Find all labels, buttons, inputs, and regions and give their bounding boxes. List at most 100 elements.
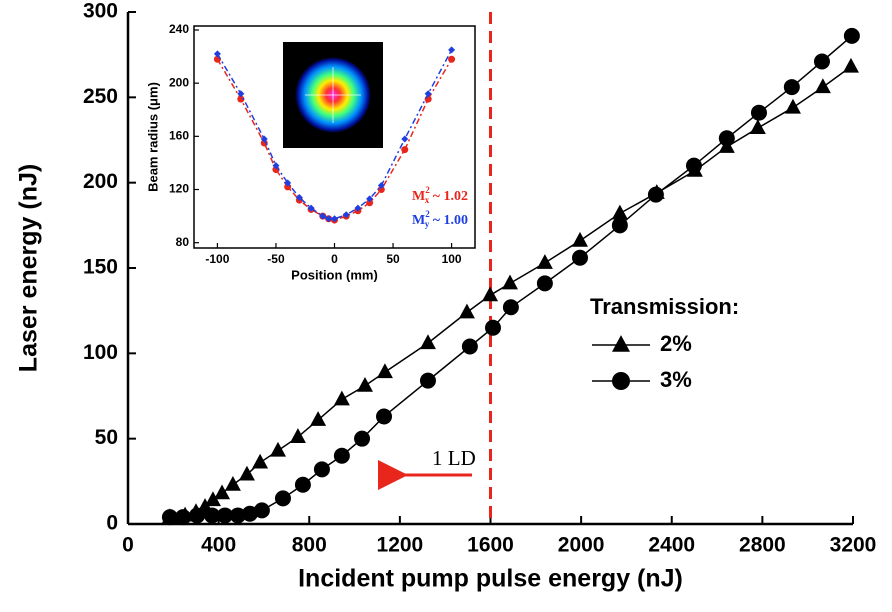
marker: [814, 78, 831, 94]
marker: [289, 428, 306, 443]
marker: [536, 254, 553, 269]
marker: [366, 199, 374, 207]
x-tick-label: 2400: [648, 534, 695, 557]
marker: [571, 231, 588, 247]
marker: [216, 507, 233, 524]
x-tick-label: 3200: [830, 534, 877, 557]
marker: [354, 204, 362, 212]
y-axis-title: Laser energy (nJ): [15, 164, 43, 372]
marker: [611, 217, 628, 234]
y-tick-label: 100: [83, 341, 118, 364]
marker: [295, 193, 303, 201]
marker: [461, 338, 478, 355]
x-tick-label: -50: [267, 252, 285, 266]
x-tick-label: 0: [122, 534, 134, 557]
x-tick-label: 800: [292, 534, 327, 557]
marker: [224, 475, 241, 491]
marker: [294, 476, 311, 493]
marker: [229, 507, 246, 524]
marker: [419, 334, 436, 350]
x-tick-label: 50: [386, 252, 400, 266]
x-tick-label: 100: [442, 252, 462, 266]
fit-label-part: ~ 1.02: [429, 189, 468, 204]
y-tick-label: 150: [83, 256, 118, 279]
y-tick-label: 0: [106, 512, 118, 535]
marker: [813, 53, 830, 70]
y-tick-label: 80: [176, 235, 190, 249]
main-plot: 0 400 800 1200 1600 2000 2400 2800 3200050100150…: [15, 0, 877, 593]
fit-label-part: ~ 1.00: [429, 213, 468, 228]
marker: [685, 157, 702, 174]
marker: [189, 507, 206, 524]
marker: [252, 453, 269, 469]
y-tick-label: 240: [169, 22, 189, 36]
marker: [750, 104, 767, 121]
y-tick-label: 160: [169, 129, 189, 143]
x-tick-label: 2000: [558, 534, 605, 557]
marker: [377, 186, 385, 194]
marker: [333, 390, 350, 406]
marker: [501, 274, 518, 290]
x-tick-label: 400: [201, 534, 236, 557]
fit-label-part: M: [412, 213, 425, 228]
marker: [274, 490, 291, 507]
marker: [611, 204, 628, 220]
y-tick-label: 120: [169, 182, 189, 196]
marker: [161, 509, 178, 526]
x-axis-title: Incident pump pulse energy (nJ): [298, 565, 683, 593]
marker: [237, 90, 245, 98]
marker: [238, 465, 255, 481]
marker: [536, 275, 553, 292]
legend-marker: [612, 372, 630, 390]
marker: [313, 461, 330, 478]
legend-label: 3%: [660, 367, 692, 392]
y-tick-label: 250: [83, 85, 118, 108]
marker: [718, 130, 735, 147]
marker: [175, 509, 192, 526]
marker: [482, 286, 499, 302]
marker: [354, 430, 371, 447]
fit-label-part: y: [425, 219, 430, 229]
marker: [424, 90, 432, 98]
fit-label: M2 y ~ 1.00: [412, 209, 468, 229]
y-tick-label: 200: [83, 170, 118, 193]
fit-label-part: x: [425, 195, 430, 205]
marker: [448, 46, 456, 54]
x-tick-label: 0: [331, 252, 338, 266]
x-tick-label: 2800: [739, 534, 786, 557]
x-tick-label: 1600: [467, 534, 514, 557]
x-tick-label: 1200: [377, 534, 424, 557]
marker: [571, 249, 588, 266]
marker: [284, 179, 292, 187]
marker: [214, 484, 231, 500]
marker: [448, 55, 456, 63]
marker: [260, 135, 268, 143]
marker: [376, 408, 393, 425]
marker: [319, 212, 327, 220]
marker: [366, 195, 374, 203]
marker: [401, 135, 409, 143]
marker: [377, 182, 385, 190]
marker: [342, 211, 350, 219]
annotation: 1 LD: [432, 446, 476, 470]
marker: [784, 98, 801, 114]
marker: [484, 319, 501, 336]
fit-label-part: 2: [425, 185, 430, 195]
marker: [213, 50, 221, 58]
marker: [325, 215, 333, 223]
y-axis-title: Beam radius (μm): [145, 82, 160, 192]
inset-plot: -100 -50 0 50 100 80 120 160 200 240 Position (mm)…: [145, 22, 476, 282]
marker: [331, 215, 338, 223]
x-axis-title: Position (mm): [291, 267, 378, 282]
fit-label: M2 x ~ 1.02: [412, 185, 468, 205]
marker: [307, 204, 315, 212]
marker: [749, 119, 766, 135]
fit-label-part: 2: [425, 209, 430, 219]
marker: [269, 441, 286, 457]
y-tick-label: 50: [95, 426, 118, 449]
marker: [272, 162, 280, 170]
series-line: [216, 49, 453, 220]
legend-label: 2%: [660, 331, 692, 356]
